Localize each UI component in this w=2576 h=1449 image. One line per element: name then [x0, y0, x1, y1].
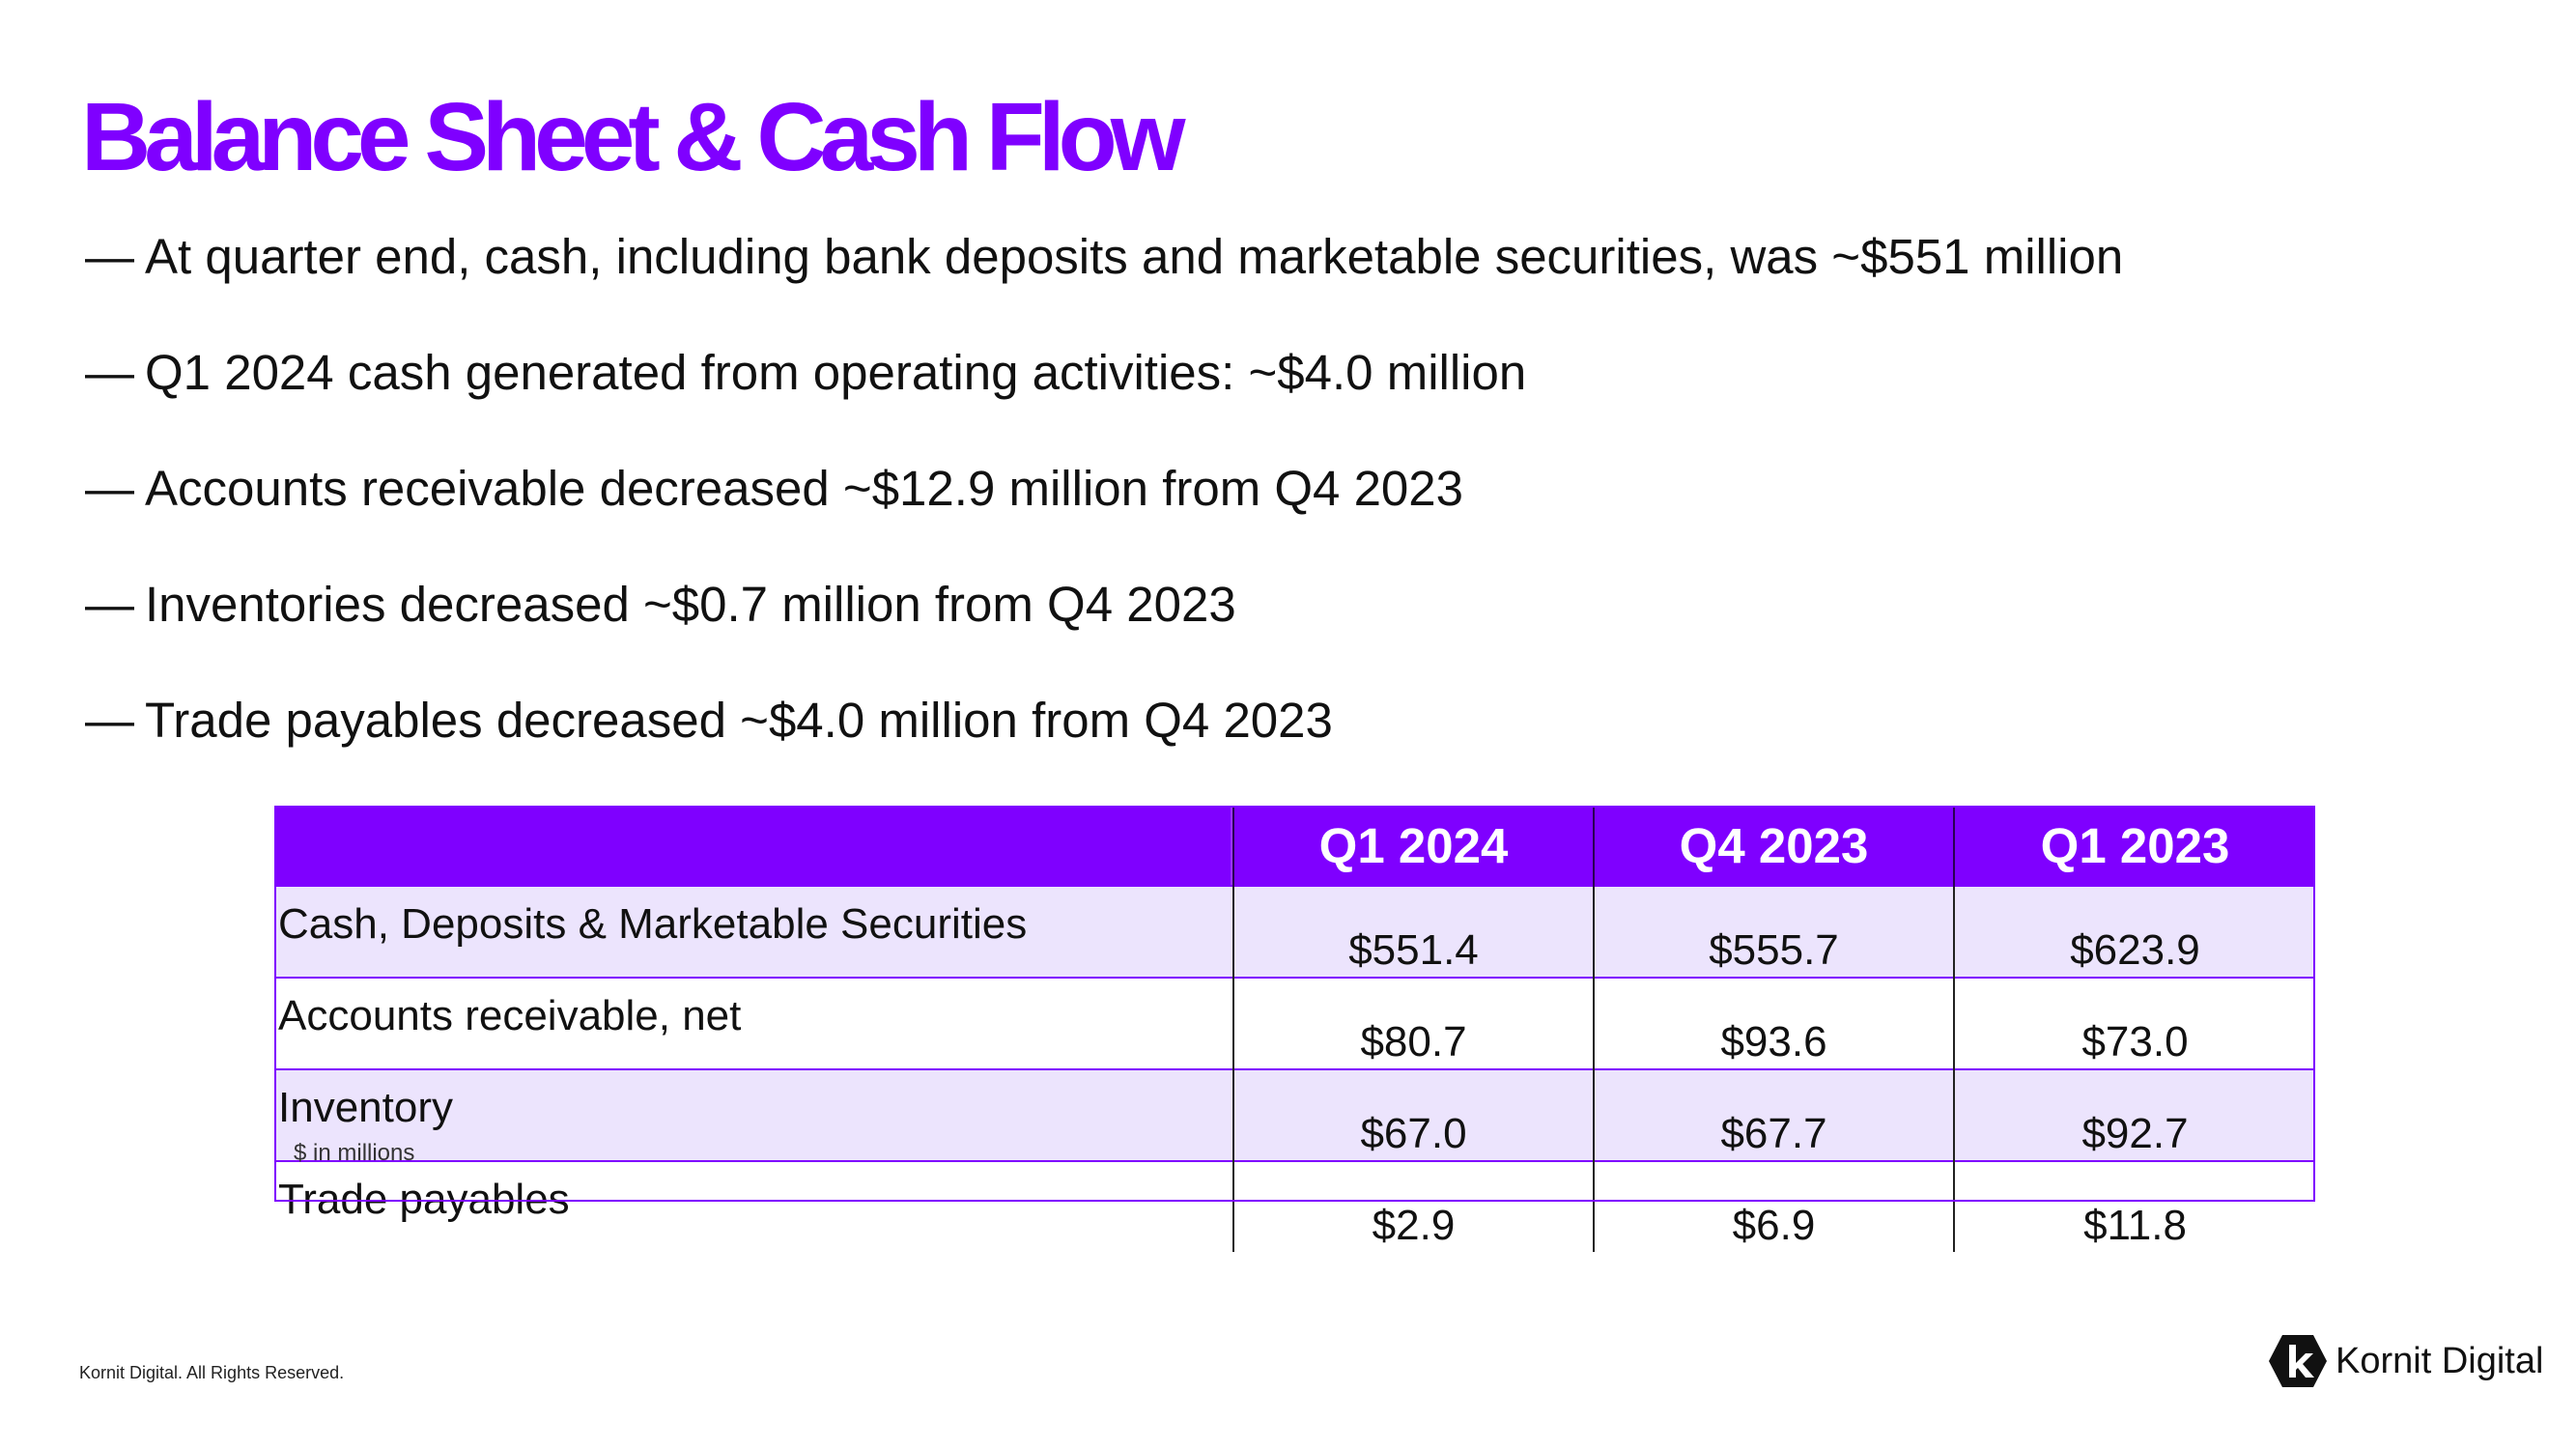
- row-label: Accounts receivable, net: [274, 977, 1233, 1069]
- bullet-dash: —: [85, 577, 134, 632]
- cell-value: $67.0: [1232, 1068, 1594, 1161]
- cell-value: $80.7: [1232, 977, 1594, 1069]
- cell-value: $92.7: [1953, 1068, 2315, 1161]
- cell-value: $93.6: [1593, 977, 1954, 1069]
- cell-value: $623.9: [1953, 885, 2315, 978]
- table-header-row: Q1 2024 Q4 2023 Q1 2023: [274, 806, 2315, 886]
- kornit-k-icon: [2269, 1335, 2327, 1387]
- table-row: Inventory $67.0 $67.7 $92.7: [274, 1068, 2315, 1161]
- table-header-q1-2024: Q1 2024: [1232, 806, 1594, 886]
- bullet-item: — At quarter end, cash, including bank d…: [85, 232, 2500, 348]
- bullet-dash: —: [85, 229, 134, 284]
- cell-value: $6.9: [1593, 1160, 1954, 1252]
- row-label: Inventory: [274, 1068, 1233, 1161]
- bullet-dash: —: [85, 693, 134, 748]
- table-row: Accounts receivable, net $80.7 $93.6 $73…: [274, 977, 2315, 1069]
- cell-value: $67.7: [1593, 1068, 1954, 1161]
- table-header-q4-2023: Q4 2023: [1593, 806, 1954, 886]
- footer-copyright: Kornit Digital. All Rights Reserved.: [79, 1363, 345, 1382]
- table-header-q1-2023: Q1 2023: [1953, 806, 2315, 886]
- bullet-item: — Accounts receivable decreased ~$12.9 m…: [85, 464, 2500, 580]
- company-logo: Kornit Digital: [2268, 1333, 2543, 1389]
- bullet-text: Inventories decreased ~$0.7 million from…: [145, 577, 1236, 632]
- cell-value: $73.0: [1953, 977, 2315, 1069]
- bullet-item: — Inventories decreased ~$0.7 million fr…: [85, 580, 2500, 696]
- bullet-text: At quarter end, cash, including bank dep…: [145, 229, 2124, 284]
- bullet-dash: —: [85, 461, 134, 516]
- bullet-dash: —: [85, 345, 134, 400]
- cell-value: $2.9: [1232, 1160, 1594, 1252]
- table-row: Cash, Deposits & Marketable Securities $…: [274, 885, 2315, 978]
- row-label: Cash, Deposits & Marketable Securities: [274, 885, 1233, 978]
- units-note: $ in millions: [294, 1140, 415, 1166]
- row-label: Trade payables: [274, 1160, 1233, 1252]
- cell-value: $551.4: [1232, 885, 1594, 978]
- bullet-text: Trade payables decreased ~$4.0 million f…: [145, 693, 1333, 748]
- logo-text: Kornit Digital: [2335, 1340, 2544, 1381]
- balance-sheet-table: Q1 2024 Q4 2023 Q1 2023 Cash, Deposits &…: [274, 806, 2315, 1252]
- bullet-text: Q1 2024 cash generated from operating ac…: [145, 345, 1527, 400]
- bullet-list: — At quarter end, cash, including bank d…: [85, 232, 2500, 811]
- bullet-item: — Q1 2024 cash generated from operating …: [85, 348, 2500, 464]
- cell-value: $555.7: [1593, 885, 1954, 978]
- bullet-text: Accounts receivable decreased ~$12.9 mil…: [145, 461, 1464, 516]
- cell-value: $11.8: [1953, 1160, 2315, 1252]
- table-row: Trade payables $2.9 $6.9 $11.8: [274, 1160, 2315, 1252]
- bullet-item: — Trade payables decreased ~$4.0 million…: [85, 696, 2500, 811]
- table-header-blank: [274, 806, 1233, 886]
- page-title: Balance Sheet & Cash Flow: [81, 83, 1185, 191]
